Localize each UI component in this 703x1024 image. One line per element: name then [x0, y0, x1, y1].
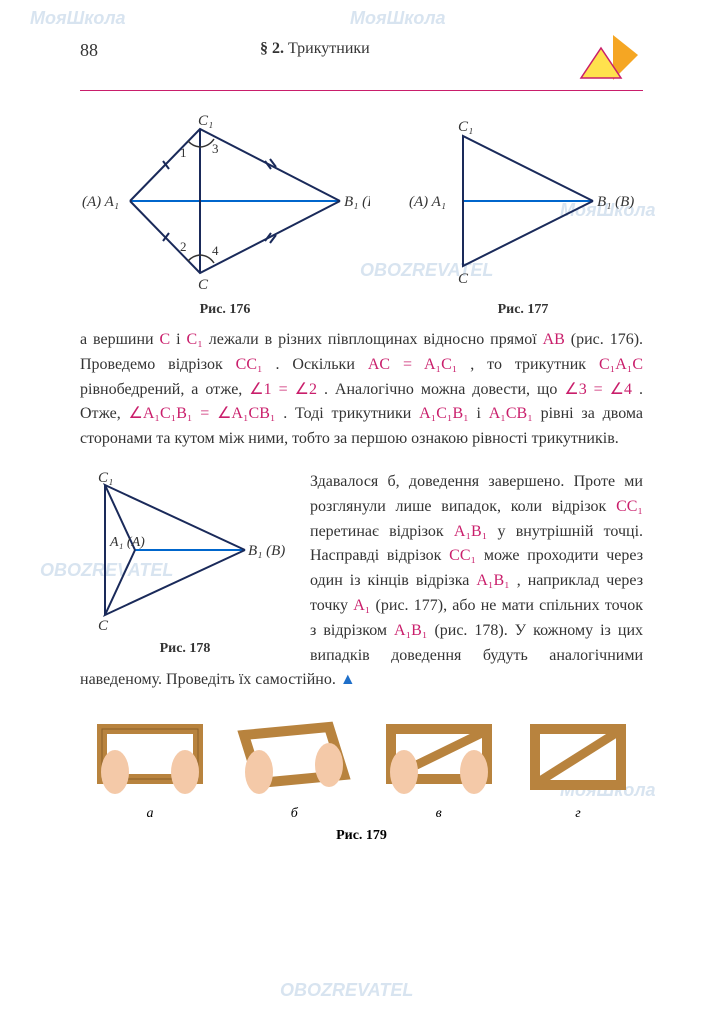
svg-text:C₁: C₁: [458, 119, 473, 135]
page-number: 88: [80, 40, 98, 61]
text: , то трикутник: [470, 356, 599, 373]
svg-text:C: C: [98, 618, 109, 630]
paragraph-1: а вершини C і C₁ лежали в різних півплощ…: [80, 328, 643, 452]
frame-b: б: [234, 717, 354, 822]
svg-text:B₁ (B): B₁ (B): [344, 194, 370, 210]
triangle-mark-icon: ▲: [340, 671, 356, 688]
frame-a-caption: а: [90, 806, 210, 822]
text: Здавалося б, доведення завершено. Проте …: [310, 473, 643, 515]
math: AC = A₁C₁: [368, 356, 458, 373]
frame-c: в: [379, 717, 499, 822]
math: A₁B₁: [454, 523, 487, 540]
figure-178-caption: Рис. 178: [80, 641, 290, 657]
section-name: Трикутники: [288, 40, 370, 57]
math: A₁CB₁: [489, 405, 533, 422]
figure-176: C₁ C (A) A₁ B₁ (B) 1 3 2 4 Рис. 176: [80, 111, 370, 318]
text: перетинає відрізок: [310, 523, 454, 540]
svg-text:(A) A₁: (A) A₁: [409, 194, 446, 210]
text: . Тоді трикутники: [283, 405, 419, 422]
corner-decor-icon: [573, 30, 643, 90]
frame-b-svg: [234, 717, 354, 797]
svg-text:B₁ (B): B₁ (B): [597, 194, 634, 210]
figure-176-svg: C₁ C (A) A₁ B₁ (B) 1 3 2 4: [80, 111, 370, 291]
svg-text:C₁: C₁: [198, 113, 213, 129]
svg-text:2: 2: [180, 239, 187, 254]
section-prefix: § 2.: [260, 40, 288, 57]
text: і: [176, 331, 186, 348]
math: ∠A₁C₁B₁ = ∠A₁CB₁: [128, 405, 275, 422]
figure-176-caption: Рис. 176: [80, 302, 370, 318]
watermark: OBOZREVATEL: [280, 980, 413, 1001]
svg-text:(A) A₁: (A) A₁: [82, 194, 119, 210]
svg-text:C: C: [198, 277, 209, 291]
math: CC₁: [616, 498, 643, 515]
section-title: § 2. Трикутники: [260, 40, 370, 58]
math: A₁C₁B₁: [419, 405, 469, 422]
svg-text:C₁: C₁: [98, 470, 113, 486]
text: . Оскільки: [276, 356, 368, 373]
math: A₁: [353, 597, 370, 614]
svg-text:3: 3: [212, 141, 219, 156]
svg-text:A₁ (A): A₁ (A): [109, 535, 145, 550]
svg-text:C: C: [458, 271, 469, 287]
frame-c-caption: в: [379, 806, 499, 822]
figures-top-row: C₁ C (A) A₁ B₁ (B) 1 3 2 4 Рис. 176 C₁ C…: [80, 111, 643, 318]
frame-a: а: [90, 717, 210, 822]
frame-d-caption: г: [523, 806, 633, 822]
math: A₁B₁: [394, 622, 427, 639]
figure-177-svg: C₁ C (A) A₁ B₁ (B): [403, 111, 643, 291]
text: рівнобедрений, а отже,: [80, 381, 249, 398]
svg-text:B₁ (B): B₁ (B): [248, 543, 285, 559]
paragraph-2-wrap: C₁ C A₁ (A) B₁ (B) Рис. 178 Здавалося б,…: [80, 470, 643, 693]
math: C₁: [187, 331, 203, 348]
frame-c-svg: [379, 717, 499, 797]
text: а вершини: [80, 331, 160, 348]
text: і: [477, 405, 489, 422]
figure-177: C₁ C (A) A₁ B₁ (B) Рис. 177: [403, 111, 643, 318]
text: . Аналогічно можна довести, що: [324, 381, 564, 398]
math: A₁B₁: [476, 572, 509, 589]
svg-text:1: 1: [180, 145, 187, 160]
figure-179-caption: Рис. 179: [80, 828, 643, 844]
figure-179-row: а б в г: [80, 717, 643, 822]
math: C₁A₁C: [599, 356, 643, 373]
svg-text:4: 4: [212, 243, 219, 258]
figure-178: C₁ C A₁ (A) B₁ (B) Рис. 178: [80, 470, 290, 657]
frame-b-caption: б: [234, 806, 354, 822]
math: CC₁: [449, 547, 476, 564]
frame-d: г: [523, 717, 633, 822]
frame-d-svg: [523, 717, 633, 797]
math: AB: [543, 331, 565, 348]
math: ∠1 = ∠2: [249, 381, 317, 398]
header-rule: [80, 90, 643, 91]
page: 88 § 2. Трикутники: [0, 0, 703, 864]
math: CC₁: [236, 356, 263, 373]
text: лежали в різних півплощинах відносно пря…: [209, 331, 543, 348]
figure-177-caption: Рис. 177: [403, 302, 643, 318]
math: C: [160, 331, 171, 348]
figure-178-svg: C₁ C A₁ (A) B₁ (B): [80, 470, 290, 630]
math: ∠3 = ∠4: [564, 381, 632, 398]
page-header: 88 § 2. Трикутники: [80, 40, 643, 80]
frame-a-svg: [90, 717, 210, 797]
